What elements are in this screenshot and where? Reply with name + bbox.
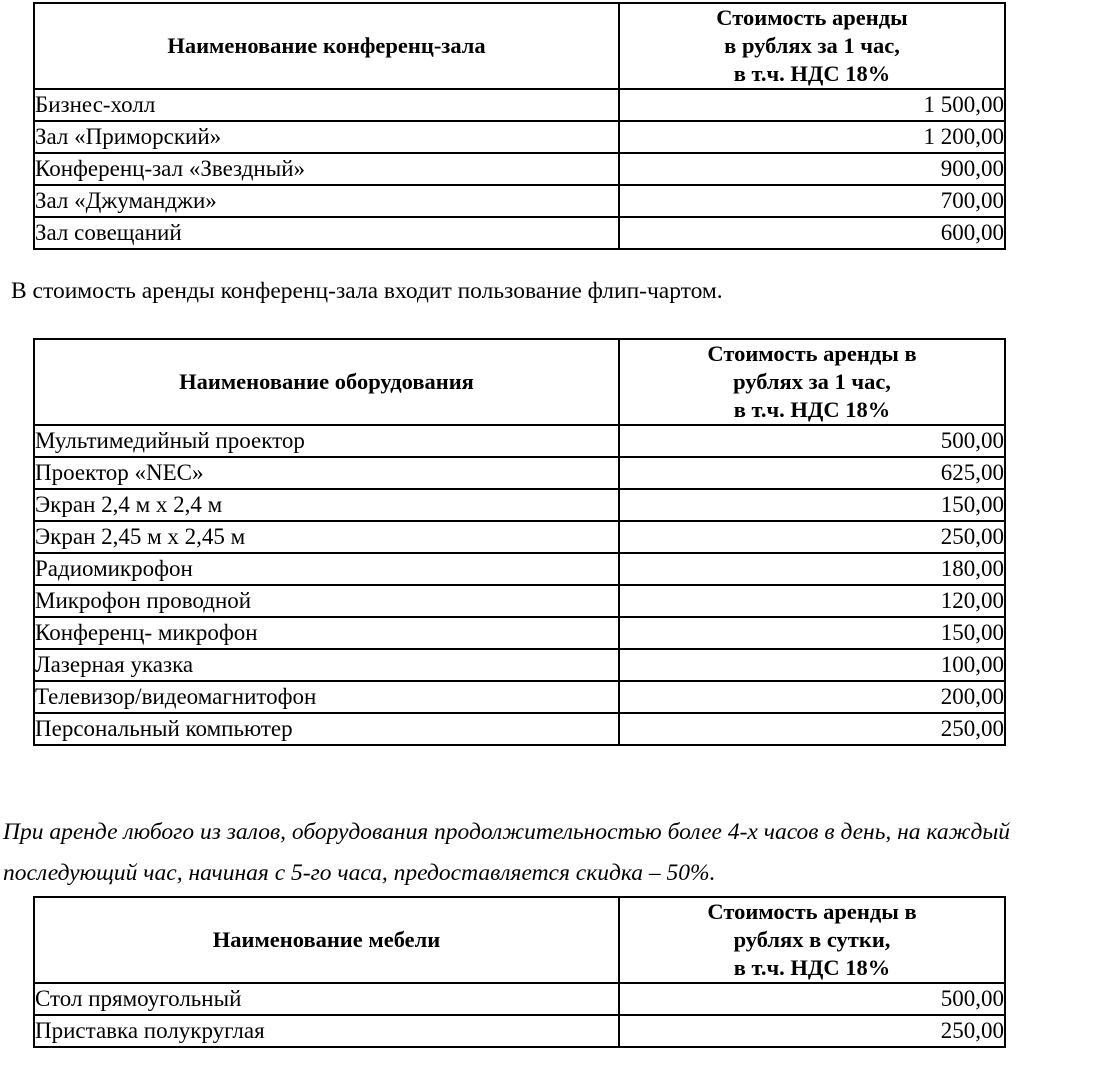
- table-conference-halls: Наименование конференц-зала Стоимость ар…: [33, 2, 1006, 250]
- cell-hall-price: 900,00: [618, 152, 1006, 186]
- cell-equipment-price: 625,00: [618, 456, 1006, 490]
- cell-furniture-price: 500,00: [618, 982, 1006, 1016]
- header-line-2: в рублях за 1 час,: [724, 33, 900, 58]
- cell-furniture-price: 250,00: [618, 1014, 1006, 1048]
- table-row: Стол прямоугольный 500,00: [33, 982, 1006, 1016]
- table-row: Зал «Джуманджи» 700,00: [33, 184, 1006, 218]
- header-line-1: Стоимость аренды: [716, 5, 908, 30]
- table-row: Зал «Приморский» 1 200,00: [33, 120, 1006, 154]
- column-header-hall-name: Наименование конференц-зала: [33, 2, 620, 90]
- cell-equipment-price: 250,00: [618, 520, 1006, 554]
- cell-equipment-name: Микрофон проводной: [33, 584, 620, 618]
- cell-equipment-price: 200,00: [618, 680, 1006, 714]
- cell-equipment-price: 150,00: [618, 488, 1006, 522]
- table-equipment: Наименование оборудования Стоимость арен…: [33, 338, 1006, 746]
- table-row: Бизнес-холл 1 500,00: [33, 88, 1006, 122]
- cell-equipment-name: Экран 2,45 м х 2,45 м: [33, 520, 620, 554]
- table-row: Персональный компьютер 250,00: [33, 712, 1006, 746]
- cell-equipment-price: 500,00: [618, 424, 1006, 458]
- table-header-row: Наименование мебели Стоимость аренды в р…: [33, 896, 1006, 984]
- cell-equipment-name: Телевизор/видеомагнитофон: [33, 680, 620, 714]
- cell-hall-name: Зал «Приморский»: [33, 120, 620, 154]
- cell-equipment-name: Персональный компьютер: [33, 712, 620, 746]
- table-header-row: Наименование конференц-зала Стоимость ар…: [33, 2, 1006, 90]
- cell-hall-price: 1 200,00: [618, 120, 1006, 154]
- header-line-2: рублях за 1 час,: [733, 369, 891, 394]
- table-row: Экран 2,4 м х 2,4 м 150,00: [33, 488, 1006, 522]
- header-line-2: рублях в сутки,: [733, 927, 891, 952]
- table-row: Зал совещаний 600,00: [33, 216, 1006, 250]
- note-discount: При аренде любого из залов, оборудования…: [3, 819, 1011, 886]
- cell-hall-price: 700,00: [618, 184, 1006, 218]
- cell-equipment-name: Мультимедийный проектор: [33, 424, 620, 458]
- cell-equipment-price: 120,00: [618, 584, 1006, 618]
- cell-equipment-price: 100,00: [618, 648, 1006, 682]
- column-header-furniture-name: Наименование мебели: [33, 896, 620, 984]
- table-row: Конференц-зал «Звездный» 900,00: [33, 152, 1006, 186]
- cell-equipment-name: Радиомикрофон: [33, 552, 620, 586]
- column-header-hall-price: Стоимость аренды в рублях за 1 час, в т.…: [618, 2, 1006, 90]
- table-row: Проектор «NEC» 625,00: [33, 456, 1006, 490]
- cell-equipment-price: 250,00: [618, 712, 1006, 746]
- table-row: Конференц- микрофон 150,00: [33, 616, 1006, 650]
- cell-equipment-price: 180,00: [618, 552, 1006, 586]
- table-row: Мультимедийный проектор 500,00: [33, 424, 1006, 458]
- column-header-equipment-name: Наименование оборудования: [33, 338, 620, 426]
- table-row: Экран 2,45 м х 2,45 м 250,00: [33, 520, 1006, 554]
- column-header-furniture-price: Стоимость аренды в рублях в сутки, в т.ч…: [618, 896, 1006, 984]
- cell-hall-name: Зал совещаний: [33, 216, 620, 250]
- table-furniture: Наименование мебели Стоимость аренды в р…: [33, 896, 1006, 1048]
- header-line-3: в т.ч. НДС 18%: [733, 61, 891, 86]
- cell-equipment-name: Экран 2,4 м х 2,4 м: [33, 488, 620, 522]
- cell-equipment-name: Конференц- микрофон: [33, 616, 620, 650]
- cell-furniture-name: Стол прямоугольный: [33, 982, 620, 1016]
- cell-hall-price: 1 500,00: [618, 88, 1006, 122]
- cell-hall-name: Бизнес-холл: [33, 88, 620, 122]
- cell-hall-price: 600,00: [618, 216, 1006, 250]
- cell-hall-name: Конференц-зал «Звездный»: [33, 152, 620, 186]
- cell-furniture-name: Приставка полукруглая: [33, 1014, 620, 1048]
- header-line-1: Стоимость аренды в: [707, 899, 917, 924]
- column-header-equipment-price: Стоимость аренды в рублях за 1 час, в т.…: [618, 338, 1006, 426]
- note-flipchart: В стоимость аренды конференц-зала входит…: [11, 278, 723, 304]
- table-row: Телевизор/видеомагнитофон 200,00: [33, 680, 1006, 714]
- cell-equipment-name: Проектор «NEC»: [33, 456, 620, 490]
- cell-equipment-price: 150,00: [618, 616, 1006, 650]
- table-row: Микрофон проводной 120,00: [33, 584, 1006, 618]
- header-line-3: в т.ч. НДС 18%: [733, 955, 891, 980]
- header-line-1: Стоимость аренды в: [707, 341, 917, 366]
- header-line-3: в т.ч. НДС 18%: [733, 397, 891, 422]
- cell-hall-name: Зал «Джуманджи»: [33, 184, 620, 218]
- cell-equipment-name: Лазерная указка: [33, 648, 620, 682]
- table-row: Приставка полукруглая 250,00: [33, 1014, 1006, 1048]
- table-header-row: Наименование оборудования Стоимость арен…: [33, 338, 1006, 426]
- table-row: Лазерная указка 100,00: [33, 648, 1006, 682]
- table-row: Радиомикрофон 180,00: [33, 552, 1006, 586]
